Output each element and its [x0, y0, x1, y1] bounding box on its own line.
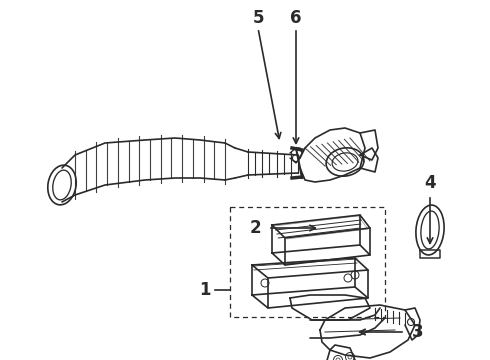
Text: 2: 2: [249, 219, 261, 237]
Text: 1: 1: [199, 281, 211, 299]
Bar: [230, 207, 385, 317]
Text: 6: 6: [290, 9, 302, 27]
Text: 3: 3: [412, 323, 424, 341]
Text: 5: 5: [252, 9, 264, 27]
Text: 4: 4: [424, 174, 436, 192]
